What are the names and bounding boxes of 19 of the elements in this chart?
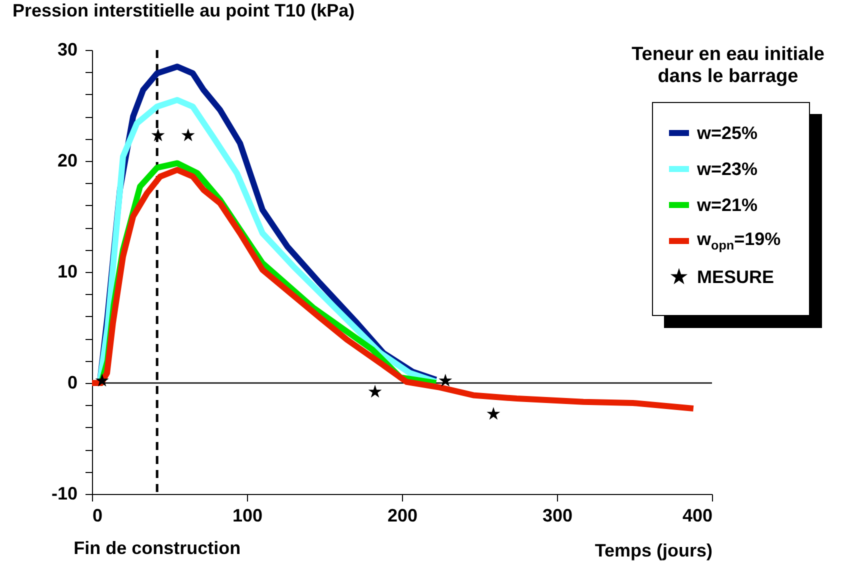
legend-label: w=25% xyxy=(697,122,758,144)
x-tick-label: 400 xyxy=(682,506,712,526)
x-tick-label: 200 xyxy=(387,506,418,526)
y-tick-label: -10 xyxy=(51,484,78,504)
legend-title: Teneur en eau initiale dans le barrage xyxy=(630,44,826,88)
y-tick-label: 20 xyxy=(57,150,78,170)
legend-label: w$_{opn}$=19% xyxy=(697,229,781,253)
legend-label: w=21% xyxy=(697,194,758,216)
legend-label: w=23% xyxy=(697,158,758,180)
y-tick-label: 10 xyxy=(57,262,78,282)
legend-label: MESURE xyxy=(697,266,774,288)
y-axis-title: Pression interstitielle au point T10 (kPa) xyxy=(12,0,355,20)
x-tick-label: 0 xyxy=(92,506,103,526)
ref-line-label: Fin de construction xyxy=(74,538,241,558)
y-tick-label: 30 xyxy=(57,40,78,60)
x-tick-label: 100 xyxy=(232,506,263,526)
x-axis-title: Temps (jours) xyxy=(594,540,712,560)
x-tick-label: 300 xyxy=(542,506,573,526)
y-tick-label: 0 xyxy=(67,372,78,392)
